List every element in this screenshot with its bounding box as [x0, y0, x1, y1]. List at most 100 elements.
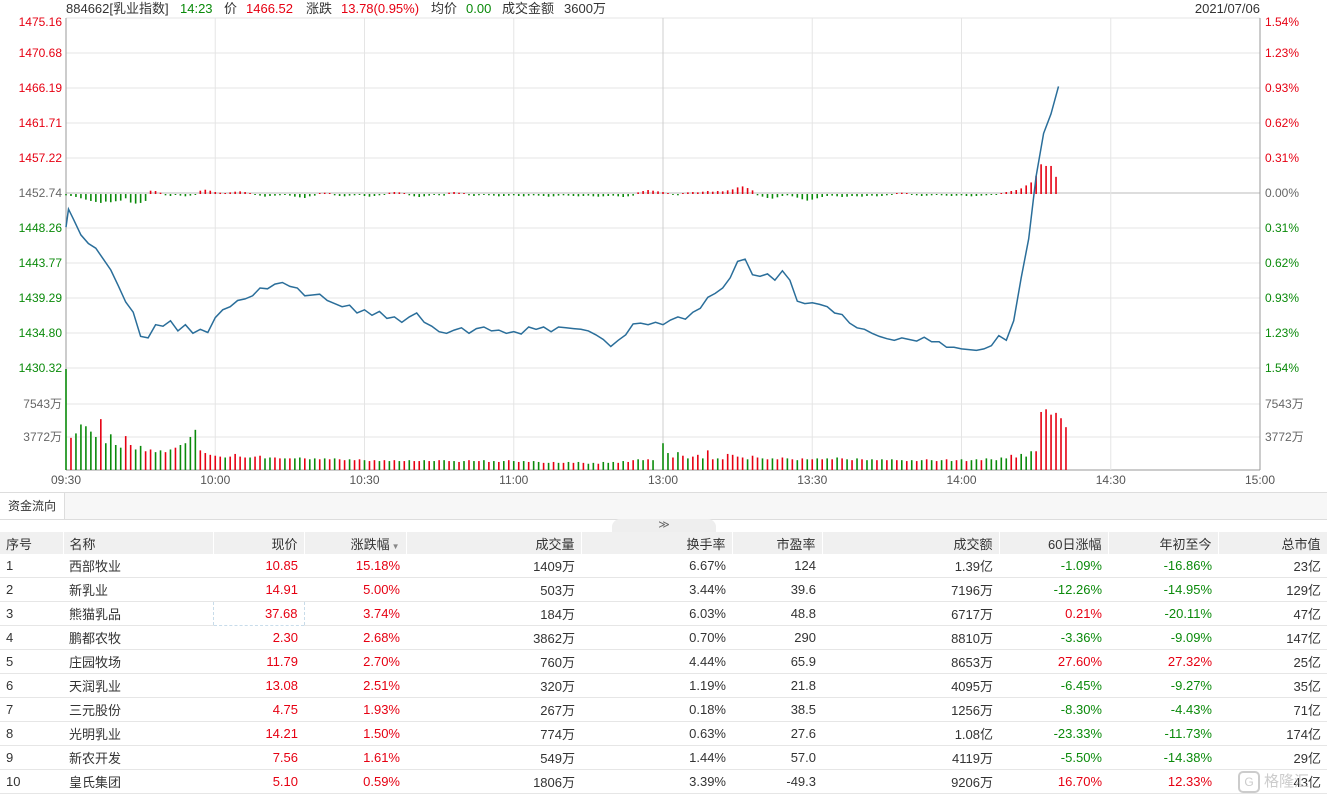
volume-bar [841, 458, 843, 470]
volume-bar [871, 459, 873, 470]
volume-bar [706, 450, 709, 470]
cell-turnover: 6.67% [581, 554, 732, 578]
volume-bar [179, 445, 182, 470]
volume-bar [517, 461, 520, 470]
volume-bar [915, 461, 918, 470]
header-amount[interactable]: 成交额 [822, 532, 1000, 554]
ratio-bar [423, 194, 425, 197]
header-name[interactable]: 名称 [63, 532, 214, 554]
cell-volume: 549万 [406, 745, 581, 770]
volume-bar [537, 461, 540, 470]
sort-desc-icon[interactable]: ▼ [391, 541, 400, 551]
ratio-bar [338, 194, 341, 196]
table-row[interactable]: 6 天润乳业 13.08 2.51% 320万 1.19% 21.8 4095万 -6.45% -… [0, 673, 1327, 698]
table-row[interactable]: 10 皇氏集团 5.10 0.59% 1806万 3.39% -49.3 9206万 16.70… [0, 769, 1327, 794]
cell-name: 新农开发 [63, 745, 213, 770]
ratio-bar [527, 194, 530, 196]
volume-bar [716, 458, 719, 470]
intraday-chart[interactable]: 1475.16 1470.68 1466.19 1461.71 1457.22 1452.… [0, 0, 1327, 492]
collapse-toggle-icon[interactable]: ≫ [612, 519, 716, 533]
ratio-bar [716, 191, 719, 194]
volume-bar [199, 450, 202, 470]
volume-bar [433, 461, 435, 470]
header-pe[interactable]: 市盈率 [732, 532, 823, 554]
volume-bar [234, 453, 236, 470]
y-left-tick-label: 1443.77 [19, 256, 63, 270]
gelonghui-logo-icon: G [1238, 771, 1260, 794]
ratio-bar [209, 190, 212, 194]
header-volume[interactable]: 成交量 [406, 532, 582, 554]
cell-amount: 8653万 [822, 649, 999, 674]
volume-bar [721, 459, 724, 470]
avg-label: 均价 [431, 1, 457, 16]
volume-bar [139, 445, 142, 470]
ratio-bar [940, 194, 943, 196]
volume-bar [174, 447, 177, 470]
header-ytd[interactable]: 年初至今 [1108, 532, 1219, 554]
ratio-bar [721, 191, 724, 194]
cell-ytd: -4.43% [1108, 697, 1218, 722]
ratio-bar [70, 194, 72, 196]
cell-price: 10.85 [213, 554, 304, 578]
ratio-bar [677, 194, 679, 196]
volume-right-tick-label: 3772万 [1265, 430, 1304, 444]
cell-change-pct: 2.51% [304, 673, 406, 698]
ratio-bar [920, 194, 923, 196]
volume-bar [697, 454, 699, 470]
ratio-bar [985, 194, 988, 196]
tab-fund-flow[interactable]: 资金流向 [0, 493, 66, 519]
cell-mktcap: 71亿 [1218, 697, 1327, 722]
volume-bar [622, 461, 624, 470]
ratio-bar [970, 194, 973, 197]
volume-bar [214, 455, 217, 470]
y-right-tick-label: 0.93% [1265, 81, 1299, 95]
volume-bar [512, 461, 515, 470]
cell-price: 5.10 [213, 769, 304, 794]
ratio-bar [1010, 191, 1013, 194]
volume-bar [642, 460, 644, 470]
table-row[interactable]: 5 庄园牧场 11.79 2.70% 760万 4.44% 65.9 8653万 27.60% 2… [0, 649, 1327, 674]
table-row[interactable]: 1 西部牧业 10.85 15.18% 1409万 6.67% 124 1.39亿 -1.09%… [0, 554, 1327, 578]
ratio-bar [886, 194, 888, 196]
volume-bar [428, 461, 430, 470]
table-row[interactable]: 7 三元股份 4.75 1.93% 267万 0.18% 38.5 1256万 -8.30% -4… [0, 697, 1327, 722]
cell-amount: 1.08亿 [822, 721, 999, 746]
header-change-pct[interactable]: 涨跌幅 ▼ [304, 532, 407, 554]
ratio-bar [95, 194, 97, 202]
table-row[interactable]: 4 鹏都农牧 2.30 2.68% 3862万 0.70% 290 8810万 -3.36% -9… [0, 625, 1327, 650]
header-price[interactable]: 现价 [213, 532, 305, 554]
volume-bar [423, 460, 425, 470]
ratio-bar [826, 194, 828, 196]
ratio-bar [990, 194, 993, 195]
ratio-bar [632, 194, 634, 196]
ratio-bar [597, 194, 600, 197]
cell-60d: -8.30% [999, 697, 1108, 722]
volume-bar [692, 456, 694, 470]
ratio-bar [542, 194, 545, 196]
volume-bar [353, 460, 356, 470]
header-mktcap[interactable]: 总市值 [1218, 532, 1327, 554]
ratio-bar [259, 194, 261, 196]
ratio-bar [90, 194, 92, 201]
table-row[interactable]: 3 熊猫乳品 37.68 3.74% 184万 6.03% 48.8 6717万 0.21% -2… [0, 601, 1327, 626]
volume-bar [980, 460, 983, 470]
price-value: 1466.52 [246, 1, 293, 16]
table-row[interactable]: 8 光明乳业 14.21 1.50% 774万 0.63% 27.6 1.08亿 -23.33%… [0, 721, 1327, 746]
volume-bar [522, 461, 525, 470]
volume-bar [532, 461, 535, 470]
ratio-bar [637, 192, 639, 194]
header-60d[interactable]: 60日涨幅 [999, 532, 1109, 554]
table-row[interactable]: 2 新乳业 14.91 5.00% 503万 3.44% 39.6 7196万 -12.26% -… [0, 577, 1327, 602]
cell-name: 皇氏集团 [63, 769, 213, 794]
ratio-bar [184, 194, 187, 197]
header-index[interactable]: 序号 [0, 532, 64, 554]
ratio-bar [905, 193, 908, 194]
volume-bar [632, 460, 634, 470]
ratio-bar [851, 194, 853, 196]
header-turnover[interactable]: 换手率 [581, 532, 733, 554]
y-left-tick-label: 1452.74 [19, 186, 63, 200]
ratio-bar [522, 194, 525, 197]
ratio-bar [299, 194, 301, 198]
cell-mktcap: 174亿 [1218, 721, 1327, 746]
table-row[interactable]: 9 新农开发 7.56 1.61% 549万 1.44% 57.0 4119万 -5.50% -1… [0, 745, 1327, 770]
